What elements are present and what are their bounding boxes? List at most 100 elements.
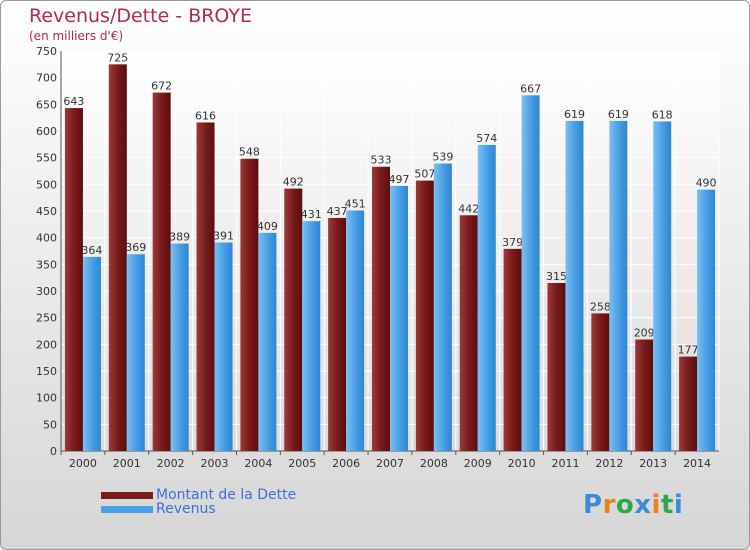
- bar-dette: [196, 122, 215, 451]
- bar-dette: [591, 313, 610, 451]
- data-label-dette: 533: [371, 154, 392, 167]
- x-tick-label: 2008: [420, 457, 448, 470]
- bar-revenus: [170, 243, 189, 451]
- data-label-dette: 616: [195, 109, 216, 122]
- bar-revenus: [609, 120, 628, 451]
- data-label-revenus: 574: [476, 132, 497, 145]
- logo-letter: r: [602, 490, 616, 520]
- data-label-dette: 725: [107, 51, 128, 64]
- data-label-revenus: 539: [432, 151, 453, 164]
- y-tick-label: 100: [36, 392, 57, 405]
- data-label-revenus: 619: [564, 108, 585, 121]
- x-tick-label: 2002: [157, 457, 185, 470]
- data-label-revenus: 389: [169, 231, 190, 244]
- bar-dette: [240, 158, 259, 451]
- y-tick-label: 200: [36, 338, 57, 351]
- legend-item-revenus: Revenus: [101, 501, 216, 517]
- y-tick-label: 750: [36, 45, 57, 58]
- chart-title: Revenus/Dette - BROYE: [29, 5, 252, 27]
- bar-revenus: [565, 120, 584, 451]
- bar-dette: [284, 188, 303, 451]
- data-label-revenus: 490: [696, 177, 717, 190]
- bar-dette: [328, 217, 347, 451]
- data-label-dette: 379: [502, 236, 523, 249]
- logo-letter: t: [660, 490, 674, 520]
- logo-letter: o: [615, 490, 635, 520]
- data-label-revenus: 619: [608, 108, 629, 121]
- legend-swatch-revenus: [101, 505, 153, 513]
- bar-revenus: [477, 144, 496, 451]
- y-tick-label: 350: [36, 258, 57, 271]
- bar-revenus: [697, 189, 716, 451]
- x-tick-label: 2009: [464, 457, 492, 470]
- bar-dette: [503, 248, 522, 451]
- data-label-dette: 437: [327, 205, 348, 218]
- legend-swatch-dette: [101, 491, 153, 499]
- y-tick-label: 550: [36, 152, 57, 165]
- bar-revenus: [258, 232, 277, 451]
- y-tick-label: 400: [36, 232, 57, 245]
- bar-dette: [108, 64, 127, 452]
- x-tick-label: 2007: [376, 457, 404, 470]
- data-label-revenus: 409: [257, 220, 278, 233]
- data-label-revenus: 667: [520, 82, 541, 95]
- x-tick-label: 2004: [244, 457, 272, 470]
- y-tick-label: 50: [43, 418, 57, 431]
- bar-revenus: [82, 256, 101, 451]
- x-tick-label: 2013: [639, 457, 667, 470]
- y-tick-label: 700: [36, 72, 57, 85]
- y-tick-label: 0: [50, 445, 57, 458]
- data-label-dette: 507: [414, 168, 435, 181]
- bar-revenus: [126, 254, 145, 451]
- bar-dette: [372, 166, 390, 451]
- bar-revenus: [302, 221, 321, 451]
- logo-letter: x: [634, 490, 652, 520]
- x-tick-label: 2010: [508, 457, 536, 470]
- data-label-dette: 177: [678, 344, 699, 357]
- data-label-dette: 643: [63, 95, 84, 108]
- x-tick-label: 2011: [551, 457, 579, 470]
- bar-dette: [547, 283, 566, 451]
- chart-subtitle: (en milliers d'€): [29, 29, 124, 43]
- data-label-revenus: 369: [125, 241, 146, 254]
- data-label-dette: 548: [239, 146, 260, 159]
- y-tick-label: 600: [36, 125, 57, 138]
- data-label-dette: 442: [458, 202, 479, 215]
- x-tick-label: 2014: [683, 457, 711, 470]
- bar-dette: [64, 108, 83, 452]
- data-label-revenus: 364: [81, 244, 102, 257]
- data-label-revenus: 431: [301, 208, 322, 221]
- y-tick-label: 150: [36, 365, 57, 378]
- bar-dette: [415, 180, 434, 451]
- bar-revenus: [433, 163, 452, 452]
- logo-letter: i: [651, 490, 661, 520]
- legend-label-dette: Montant de la Dette: [156, 487, 297, 503]
- x-tick-label: 2003: [201, 457, 229, 470]
- legend-label-revenus: Revenus: [156, 501, 216, 517]
- y-tick-label: 650: [36, 98, 57, 111]
- bar-revenus: [653, 121, 672, 452]
- x-tick-label: 2012: [595, 457, 623, 470]
- bar-dette: [635, 339, 654, 451]
- data-label-dette: 492: [283, 176, 304, 189]
- data-label-revenus: 497: [389, 173, 410, 186]
- x-tick-label: 2005: [288, 457, 316, 470]
- bar-revenus: [521, 95, 540, 452]
- data-label-revenus: 451: [345, 197, 366, 210]
- logo-letter: P: [583, 490, 603, 520]
- proxiti-logo: Proxiti: [583, 490, 683, 520]
- x-tick-label: 2001: [113, 457, 141, 470]
- data-label-dette: 315: [546, 270, 567, 283]
- data-label-dette: 258: [590, 300, 611, 313]
- bar-dette: [679, 356, 698, 451]
- y-tick-label: 250: [36, 312, 57, 325]
- bar-revenus: [214, 242, 233, 451]
- y-tick-label: 500: [36, 178, 57, 191]
- y-tick-label: 300: [36, 285, 57, 298]
- bar-revenus: [346, 210, 365, 451]
- bar-dette: [152, 92, 171, 451]
- x-tick-label: 2006: [332, 457, 360, 470]
- data-label-revenus: 391: [213, 229, 234, 242]
- data-label-dette: 209: [634, 327, 655, 340]
